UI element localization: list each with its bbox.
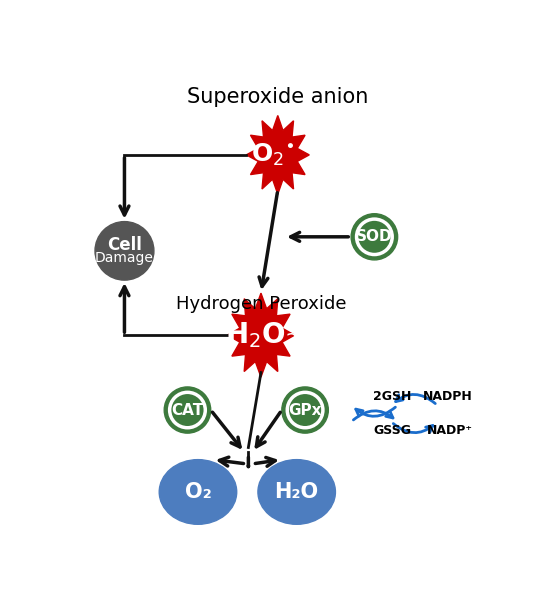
- Text: Damage: Damage: [95, 250, 154, 265]
- Text: SOD: SOD: [356, 229, 393, 244]
- Text: NADPH: NADPH: [423, 390, 473, 404]
- Text: Hydrogen Peroxide: Hydrogen Peroxide: [176, 295, 346, 313]
- Text: Cell: Cell: [107, 236, 142, 254]
- Text: O₂: O₂: [185, 482, 211, 502]
- Polygon shape: [228, 293, 295, 377]
- Ellipse shape: [161, 384, 214, 436]
- Ellipse shape: [348, 210, 401, 263]
- Text: GPx: GPx: [288, 402, 322, 418]
- Text: H$_2$O$_2$: H$_2$O$_2$: [224, 320, 298, 350]
- Ellipse shape: [282, 387, 328, 433]
- Ellipse shape: [279, 384, 331, 436]
- Text: NADP⁺: NADP⁺: [427, 424, 473, 437]
- Ellipse shape: [164, 387, 211, 433]
- Ellipse shape: [159, 460, 237, 524]
- Text: Superoxide anion: Superoxide anion: [187, 87, 369, 107]
- Text: H₂O: H₂O: [275, 482, 319, 502]
- Ellipse shape: [95, 221, 154, 280]
- Ellipse shape: [351, 214, 398, 260]
- Ellipse shape: [258, 460, 335, 524]
- Text: GSSG: GSSG: [373, 424, 411, 437]
- Polygon shape: [246, 116, 309, 195]
- Text: O$_2$$^{\bullet-}$: O$_2$$^{\bullet-}$: [250, 142, 313, 168]
- Text: 2GSH: 2GSH: [373, 390, 411, 404]
- Text: CAT: CAT: [171, 402, 204, 418]
